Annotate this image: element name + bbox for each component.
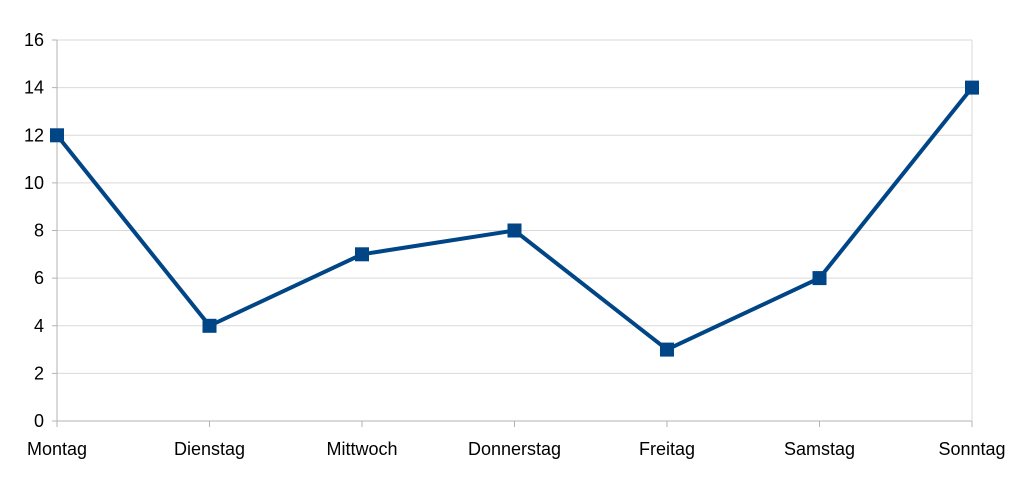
series-layer bbox=[50, 80, 979, 357]
data-point-mittwoch bbox=[355, 247, 369, 262]
y-tick-label: 12 bbox=[24, 125, 44, 145]
series-line-0 bbox=[55, 86, 974, 352]
axes bbox=[52, 39, 973, 427]
x-tick-label-sonntag: Sonntag bbox=[938, 439, 1005, 459]
y-tick-label: 0 bbox=[34, 411, 44, 431]
data-point-donnerstag bbox=[507, 223, 522, 238]
x-tick-label-mittwoch: Mittwoch bbox=[326, 439, 397, 459]
y-tick-label: 8 bbox=[34, 221, 44, 241]
data-point-dienstag bbox=[202, 318, 217, 333]
x-axis-tick-labels: Montag Dienstag Mittwoch Donnerstag Freitag S… bbox=[27, 439, 1006, 459]
x-tick-label-donnerstag: Donnerstag bbox=[468, 439, 561, 459]
data-point-freitag bbox=[660, 342, 674, 357]
data-point-samstag bbox=[812, 271, 827, 286]
y-axis-tick-labels: 0 2 4 6 8 10 12 14 16 bbox=[24, 30, 44, 431]
data-point-montag bbox=[50, 128, 64, 143]
x-tick-label-freitag: Freitag bbox=[639, 439, 695, 459]
y-tick-label: 6 bbox=[34, 268, 44, 288]
data-point-sonntag bbox=[965, 80, 979, 95]
y-tick-label: 14 bbox=[24, 78, 44, 98]
y-tick-label: 16 bbox=[24, 30, 44, 50]
y-tick-label: 4 bbox=[34, 316, 44, 336]
x-tick-label-samstag: Samstag bbox=[784, 439, 855, 459]
x-tick-label-dienstag: Dienstag bbox=[174, 439, 245, 459]
x-tick-label-montag: Montag bbox=[27, 439, 87, 459]
y-tick-label: 10 bbox=[24, 173, 44, 193]
y-tick-label: 2 bbox=[34, 363, 44, 383]
